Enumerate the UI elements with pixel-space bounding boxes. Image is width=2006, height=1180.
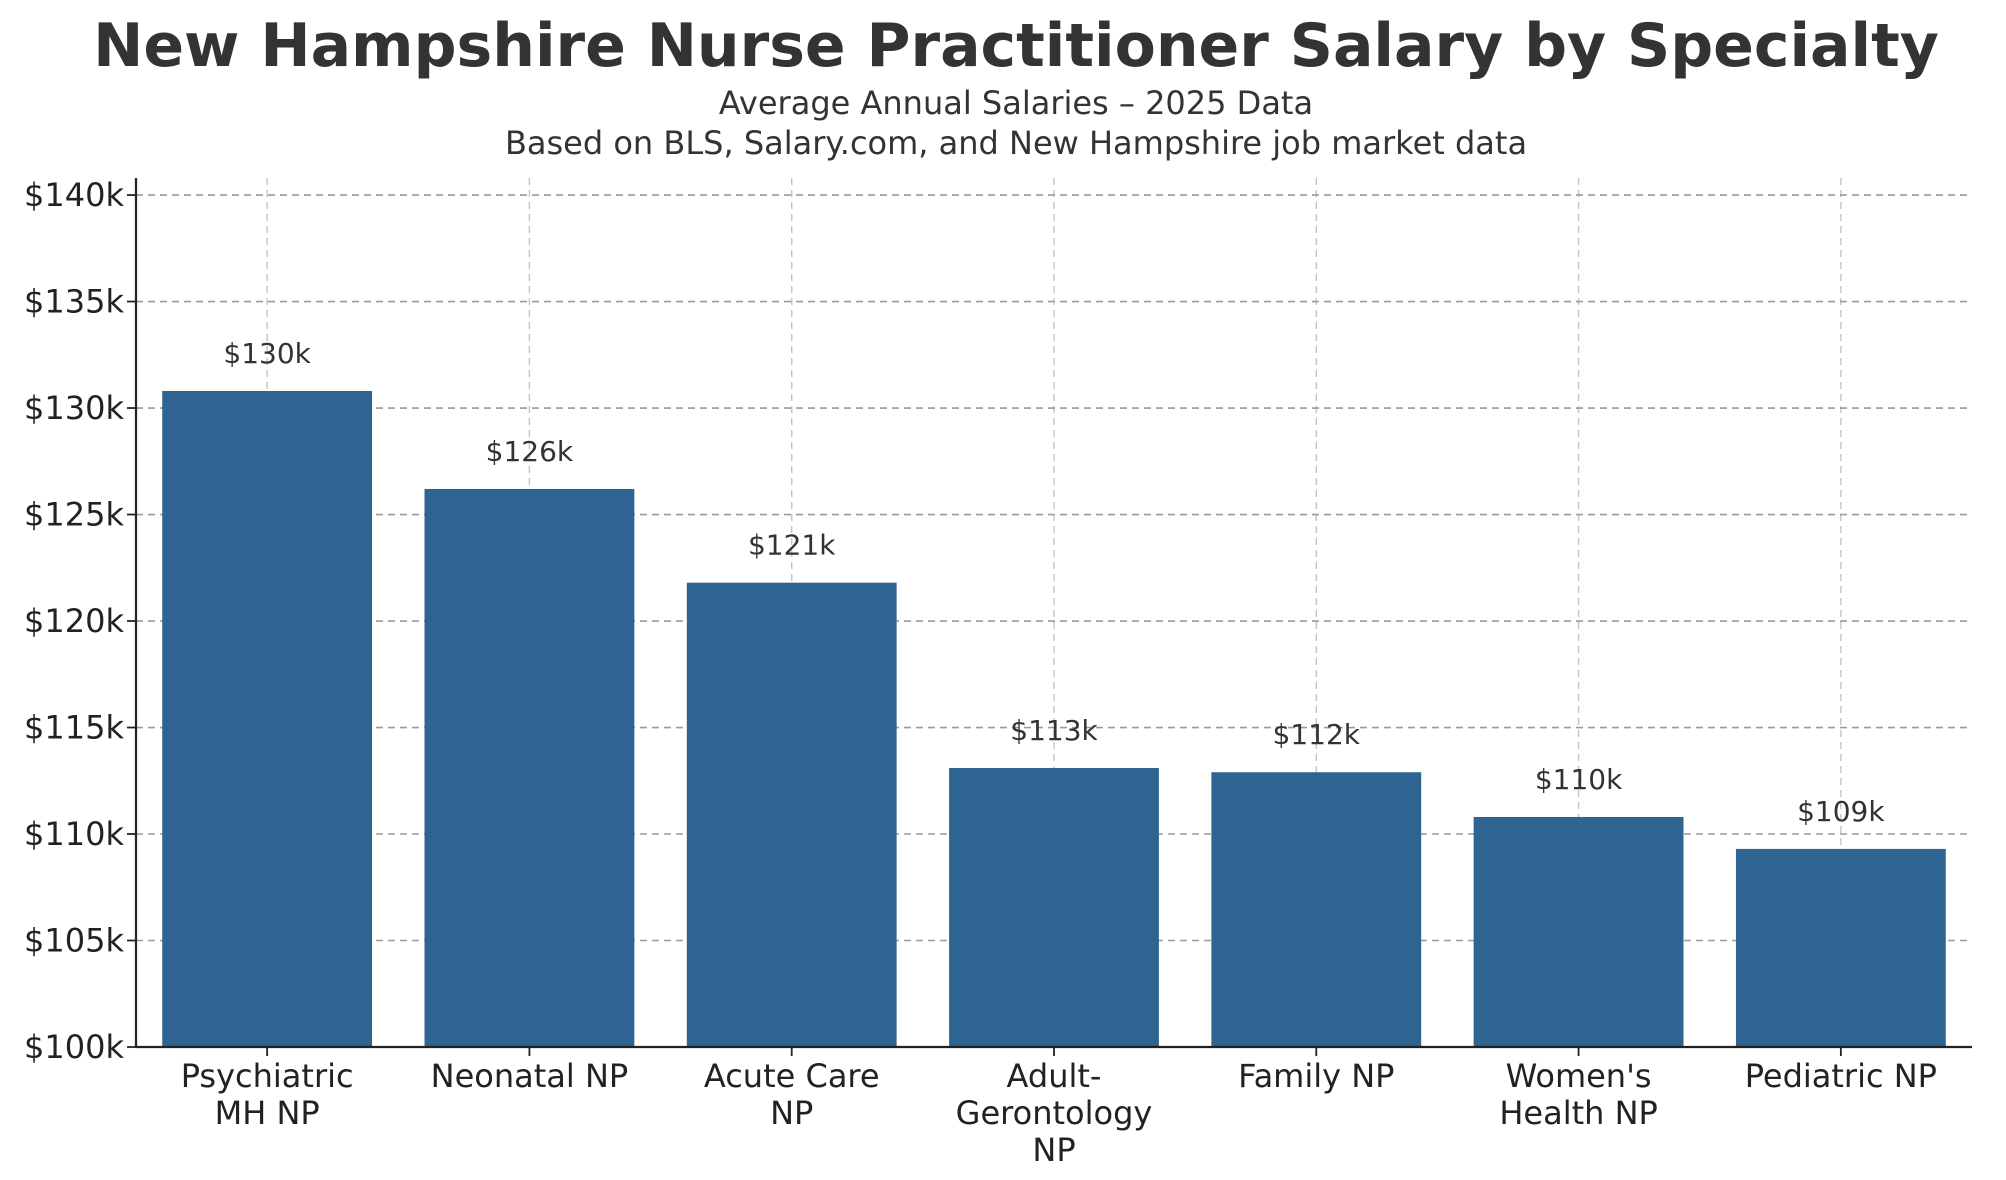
- x-tick-label: Acute Care: [704, 1057, 880, 1095]
- y-tick-label: $105k: [24, 922, 124, 960]
- data-label: $110k: [1535, 763, 1623, 796]
- x-tick-label: Pediatric NP: [1745, 1057, 1937, 1095]
- chart-subtitle-line-1: Average Annual Salaries – 2025 Data: [719, 84, 1313, 122]
- bar-6: [1473, 816, 1684, 1047]
- y-tick-label: $100k: [24, 1028, 124, 1066]
- x-tick-label: Neonatal NP: [431, 1057, 629, 1095]
- x-tick-label: NP: [1032, 1131, 1075, 1169]
- y-tick-label: $125k: [24, 496, 124, 534]
- x-tick-label: Gerontology: [956, 1094, 1153, 1132]
- data-label: $121k: [748, 529, 836, 562]
- x-tick-label: NP: [770, 1094, 813, 1132]
- y-tick-label: $110k: [24, 815, 124, 853]
- bar-1: [162, 390, 373, 1047]
- bar-3: [686, 582, 897, 1047]
- y-tick-label: $130k: [24, 389, 124, 427]
- y-tick-label: $140k: [24, 176, 124, 214]
- x-tick-label: Family NP: [1238, 1057, 1394, 1095]
- x-tick-label: Health NP: [1499, 1094, 1657, 1132]
- y-tick-label: $135k: [24, 283, 124, 321]
- data-label: $109k: [1797, 795, 1885, 828]
- chart-title: New Hampshire Nurse Practitioner Salary …: [93, 11, 1939, 81]
- bar-5: [1211, 772, 1422, 1047]
- x-tick-label: Adult-: [1007, 1057, 1102, 1095]
- data-label: $112k: [1273, 718, 1361, 751]
- x-tick-label: MH NP: [215, 1094, 320, 1132]
- data-label: $113k: [1010, 714, 1098, 747]
- plot-area: $100k $105k $110k $115k $120k $125k $130k $135k…: [24, 176, 1972, 1169]
- data-label: $130k: [223, 337, 311, 370]
- bar-7: [1735, 848, 1946, 1047]
- chart-subtitle-line-2: Based on BLS, Salary.com, and New Hampsh…: [505, 124, 1527, 162]
- y-tick-label: $120k: [24, 602, 124, 640]
- y-tick-label: $115k: [24, 709, 124, 747]
- bar-2: [424, 488, 635, 1047]
- bar-4: [949, 767, 1159, 1047]
- x-tick-label: Women's: [1506, 1057, 1652, 1095]
- x-tick-label: Psychiatric: [181, 1057, 354, 1095]
- data-label: $126k: [486, 435, 574, 468]
